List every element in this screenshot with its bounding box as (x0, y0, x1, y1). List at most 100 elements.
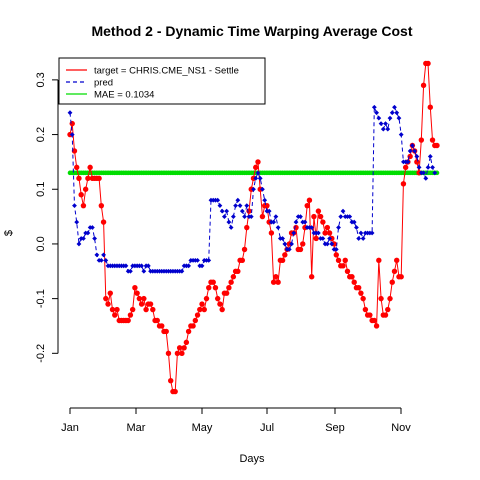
pred-point (282, 241, 288, 247)
target-point (127, 312, 134, 318)
pred-point (139, 263, 145, 269)
target-point (360, 295, 366, 302)
pred-point (302, 219, 308, 225)
target-point (367, 312, 373, 318)
pred-point (242, 214, 247, 219)
pred-point (289, 241, 294, 247)
pred-point (421, 170, 426, 176)
pred-point (275, 225, 281, 230)
target-point (306, 197, 313, 203)
target-point (391, 268, 398, 274)
target-point (313, 235, 319, 242)
pred-point (291, 230, 297, 236)
pred-point (235, 197, 241, 203)
target-point (382, 312, 389, 318)
y-tick-label: 0.1 (35, 182, 47, 197)
pred-point (423, 175, 429, 181)
target-point (147, 301, 154, 307)
pred-point (394, 110, 400, 116)
target-point (154, 317, 160, 324)
y-tick-label: -0.2 (35, 344, 47, 363)
pred-point (222, 214, 227, 219)
target-point (136, 295, 143, 302)
target-point (270, 279, 277, 285)
pred-point (309, 225, 315, 230)
target-point (398, 274, 404, 280)
target-point (241, 246, 248, 253)
y-axis-label: $ (3, 230, 15, 236)
target-point (355, 284, 362, 291)
pred-point (409, 143, 415, 148)
pred-point (430, 164, 435, 170)
pred-point (369, 230, 375, 236)
target-point (351, 279, 357, 285)
x-tick-label: Jul (260, 422, 274, 434)
target-point (132, 284, 138, 291)
target-point (282, 252, 288, 258)
target-point (244, 224, 250, 231)
target-point (103, 295, 109, 302)
mae-series-layer (67, 170, 440, 176)
pred-point (76, 241, 82, 247)
target-point (253, 164, 259, 171)
target-point (176, 345, 183, 351)
pred-point (262, 197, 268, 203)
target-point (273, 274, 279, 280)
pred-point (226, 219, 232, 225)
pred-point (338, 214, 344, 219)
target-point (194, 312, 201, 318)
target-point (141, 295, 147, 302)
target-point (112, 312, 118, 318)
target-point (129, 306, 136, 313)
target-point (206, 284, 212, 291)
pred-point (286, 247, 292, 252)
pred-point (128, 268, 133, 274)
x-axis-label: Days (239, 453, 265, 465)
pred-point (340, 208, 346, 214)
target-point (333, 252, 339, 258)
pred-point (416, 164, 422, 170)
pred-point (378, 121, 384, 127)
pred-point (255, 170, 261, 176)
pred-point (427, 154, 433, 159)
pred-point (217, 203, 223, 209)
target-point (275, 279, 281, 285)
legend-target-label: target = CHRIS.CME_NS1 - Settle (94, 66, 239, 77)
pred-point (360, 236, 366, 241)
pred-point (336, 225, 341, 230)
pred-point (72, 203, 77, 209)
pred-point (324, 241, 330, 247)
pred-point (92, 236, 98, 241)
pred-point (195, 257, 200, 263)
legend-pred-label: pred (94, 78, 113, 89)
pred-line (69, 105, 436, 273)
pred-point (389, 110, 395, 116)
target-point (425, 60, 431, 67)
pred-point (260, 186, 265, 192)
pred-point (396, 115, 402, 121)
legend-mae-label: MAE = 0.1034 (94, 90, 154, 101)
target-point (96, 175, 102, 182)
pred-point (266, 208, 272, 214)
pred-point (327, 236, 332, 241)
target-point (255, 159, 261, 165)
target-point (197, 306, 203, 313)
pred-point (273, 214, 279, 219)
pred-point (94, 252, 100, 258)
pred-point (230, 214, 236, 219)
x-tick-label: Mar (127, 422, 146, 434)
pred-point (356, 236, 362, 241)
target-point (190, 323, 196, 329)
pred-point (179, 268, 185, 274)
pred-point (280, 236, 285, 241)
target-point (105, 301, 111, 307)
axes-layer: Jan Mar May Jul Sep Nov -0.2 -0.1 0.0 0.1 0.2 0.3 (35, 72, 411, 434)
target-point (320, 219, 326, 225)
target-point (418, 137, 425, 143)
pred-point (414, 154, 420, 159)
x-tick-label: Sep (325, 422, 345, 434)
pred-point (253, 175, 259, 181)
target-point (342, 257, 348, 264)
pred-point (371, 104, 377, 110)
